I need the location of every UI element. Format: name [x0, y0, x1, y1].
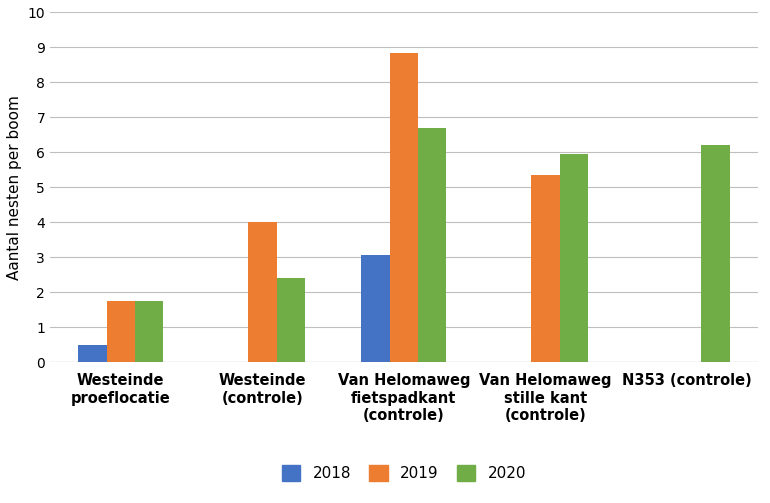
Bar [248, 222, 276, 362]
Bar [531, 175, 560, 362]
Bar [135, 301, 163, 362]
Bar [276, 278, 305, 362]
Bar [390, 53, 418, 362]
Bar [79, 345, 106, 362]
Bar [701, 145, 729, 362]
Bar [361, 256, 390, 362]
Bar [560, 154, 588, 362]
Bar [418, 128, 447, 362]
Legend: 2018, 2019, 2020: 2018, 2019, 2020 [276, 459, 532, 487]
Y-axis label: Aantal nesten per boom: Aantal nesten per boom [7, 95, 22, 280]
Bar [106, 301, 135, 362]
